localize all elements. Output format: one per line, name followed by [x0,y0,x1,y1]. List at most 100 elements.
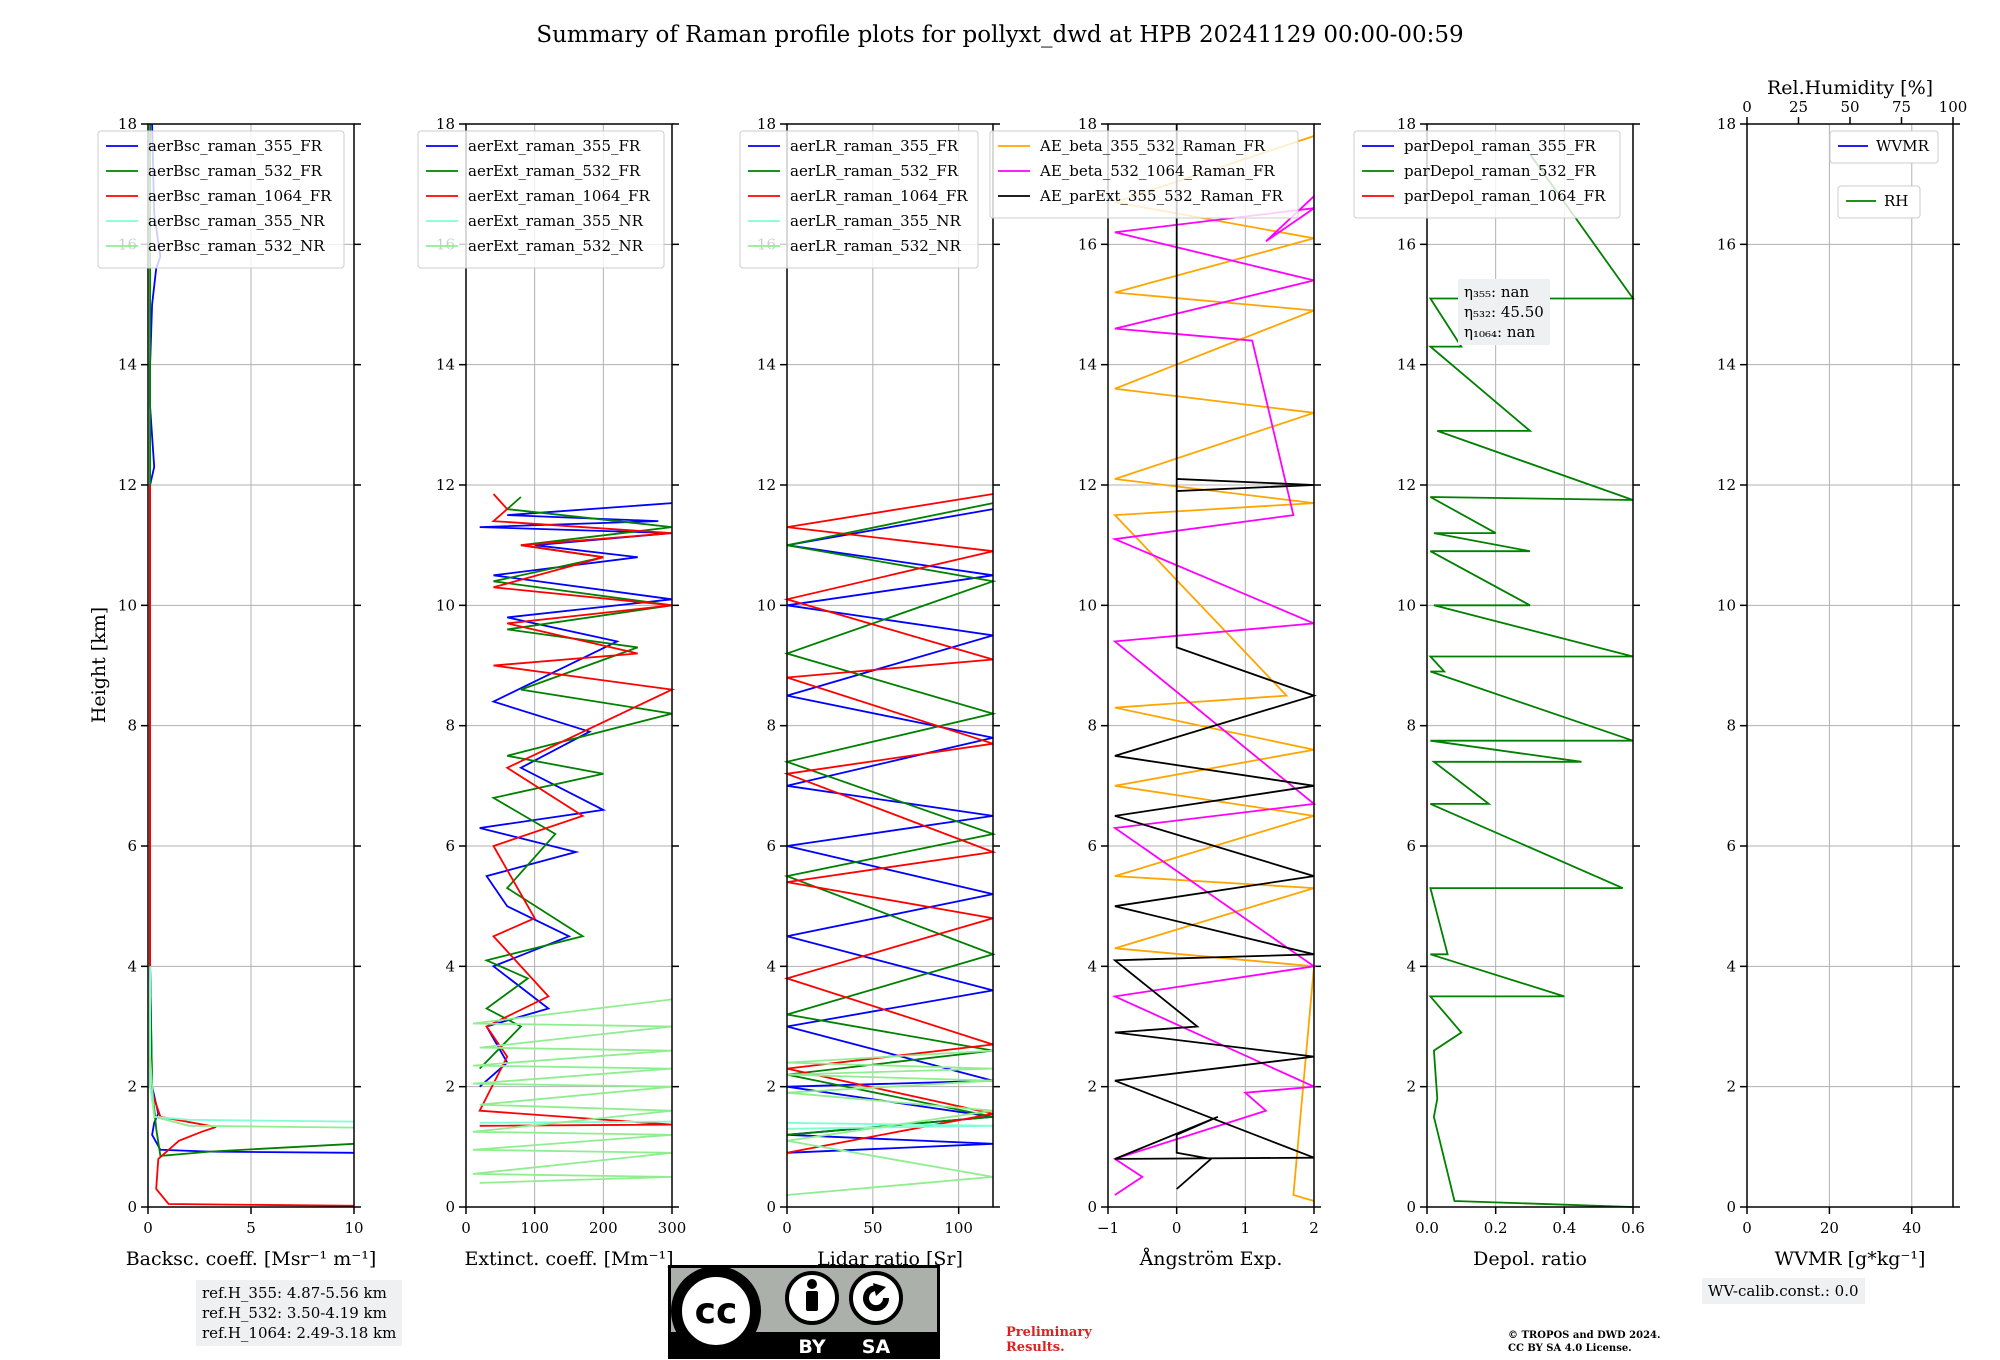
y-tick-label: 8 [1087,717,1097,735]
series-aerLR_raman_355_FR [786,508,994,1154]
series-aerBsc_raman_355_NR [149,966,355,1123]
x-tick-label: 0.6 [1621,1219,1645,1237]
x-tick-label: 100 [520,1219,549,1237]
x-tick-label: 200 [589,1219,618,1237]
axes-frame [1426,123,1634,1208]
legend-label: aerExt_raman_532_NR [468,237,644,255]
x-tick-label: 2 [1309,1219,1319,1237]
y-tick-label: 12 [1078,476,1097,494]
x-tick-label: −1 [1097,1219,1119,1237]
y-tick-label: 18 [757,115,776,133]
y-tick-label: 0 [766,1198,776,1216]
axes-frame [786,123,994,1208]
x-tick-label: 20 [1820,1219,1839,1237]
legend-wvmr: WVMR [1829,130,1939,164]
copyright-line-2: CC BY SA 4.0 License. [1508,1343,1632,1354]
reference-height-box: ref.H_355: 4.87-5.56 km ref.H_532: 3.50-… [196,1280,403,1346]
legend-label: aerBsc_raman_355_NR [148,212,325,230]
sa-label: SA [862,1336,891,1358]
x-tick-label: 40 [1902,1219,1921,1237]
share-alike-icon [849,1271,903,1325]
y-tick-label: 10 [757,596,776,614]
legend-label: aerLR_raman_355_FR [790,137,959,155]
legend-label: aerLR_raman_1064_FR [790,187,968,205]
y-tick-label: 6 [445,837,455,855]
eta-info-box: η₃₅₅: nan η₅₃₂: 45.50 η₁₀₆₄: nan [1458,279,1550,345]
y-tick-label: 16 [1078,235,1097,253]
y-tick-label: 4 [445,957,455,975]
legend-label: AE_beta_355_532_Raman_FR [1039,137,1266,155]
legend-label: parDepol_raman_355_FR [1404,137,1597,155]
figure-title: Summary of Raman profile plots for polly… [536,22,1464,48]
legend-depol: parDepol_raman_355_FR parDepol_raman_532_… [1353,130,1621,219]
y-tick-label: 4 [766,957,776,975]
y-tick-label: 4 [1726,957,1736,975]
y-tick-label: 0 [127,1198,137,1216]
series-aerBsc_raman_355_FR [149,123,355,1154]
legend-label: aerExt_raman_355_FR [468,137,641,155]
y-tick-label: 14 [436,356,455,374]
y-tick-label: 0 [1406,1198,1416,1216]
x-tick-label: 0 [461,1219,471,1237]
y-tick-label: 14 [1078,356,1097,374]
wv-calib-text: WV-calib.const.: 0.0 [1708,1282,1859,1300]
y-tick-label: 6 [1406,837,1416,855]
legend-label: AE_beta_532_1064_Raman_FR [1039,162,1275,180]
legend-label: aerBsc_raman_532_NR [148,237,325,255]
legend-label: aerExt_raman_532_FR [468,162,641,180]
panel-bsc: 0510024681012141618Backsc. coeff. [Msr⁻¹… [97,115,376,1270]
legend-ae: AE_beta_355_532_Raman_FR AE_beta_532_1064… [989,130,1299,219]
legend-label: aerBsc_raman_1064_FR [148,187,332,205]
x-axis-label: Lidar ratio [Sr] [817,1248,963,1270]
x-tick-label: 10 [344,1219,363,1237]
series-aerLR_raman_532_NR [786,1049,994,1196]
preliminary-results-note: Preliminary Results. [1006,1325,1092,1355]
y-tick-label: 8 [445,717,455,735]
prelim-line-2: Results. [1006,1340,1065,1355]
y-axis-label: Height [km] [88,607,110,723]
y-tick-label: 8 [1406,717,1416,735]
x-tick-label: 0.2 [1484,1219,1508,1237]
y-tick-label: 10 [118,596,137,614]
y-tick-label: 4 [1406,957,1416,975]
panel-wv: 0 20 40 0 2 4 6 8 10 12 14 16 18 WVMR [g*kg⁻¹] 0 25 50 75… [1717,77,1967,1270]
x-tick-label: 0.4 [1552,1219,1576,1237]
axes-frame [1107,123,1315,1208]
y-tick-label: 6 [766,837,776,855]
series-aerExt_raman_355_NR [479,1120,673,1124]
top-tick-label: 0 [1742,98,1752,116]
y-tick-label: 18 [1717,115,1736,133]
y-tick-label: 12 [1397,476,1416,494]
series-aerExt_raman_1064_FR [478,493,676,1127]
y-tick-label: 14 [757,356,776,374]
y-tick-label: 2 [127,1078,137,1096]
refh-1064-text: ref.H_1064: 2.49-3.18 km [202,1324,397,1342]
x-tick-label: 5 [246,1219,256,1237]
series-aerBsc_raman_532_NR [149,1056,355,1129]
y-tick-label: 6 [1087,837,1097,855]
cc-license-badge: cc BY SA [668,1265,940,1359]
x-axis-label: Extinct. coeff. [Mm⁻¹] [464,1248,673,1270]
y-tick-label: 12 [118,476,137,494]
series-AE_beta_355_532_Raman_FR [1112,135,1315,1202]
y-tick-label: 16 [1397,235,1416,253]
top-tick-label: 25 [1789,98,1808,116]
series-aerBsc_raman_1064_FR [149,485,355,1207]
y-tick-label: 8 [766,717,776,735]
eta-355-text: η₃₅₅: nan [1464,283,1530,301]
legend-label: aerExt_raman_355_NR [468,212,644,230]
legend-rh: RH [1837,185,1921,219]
top-tick-label: 50 [1840,98,1859,116]
y-tick-label: 18 [1397,115,1416,133]
y-tick-label: 0 [1726,1198,1736,1216]
y-tick-label: 2 [445,1078,455,1096]
legend-label: aerLR_raman_532_FR [790,162,959,180]
y-tick-label: 14 [1717,356,1736,374]
y-tick-label: 14 [1397,356,1416,374]
x-tick-label: 0 [782,1219,792,1237]
refh-532-text: ref.H_532: 3.50-4.19 km [202,1304,387,1322]
legend-label: parDepol_raman_532_FR [1404,162,1597,180]
top-tick-label: 75 [1892,98,1911,116]
y-tick-label: 12 [757,476,776,494]
